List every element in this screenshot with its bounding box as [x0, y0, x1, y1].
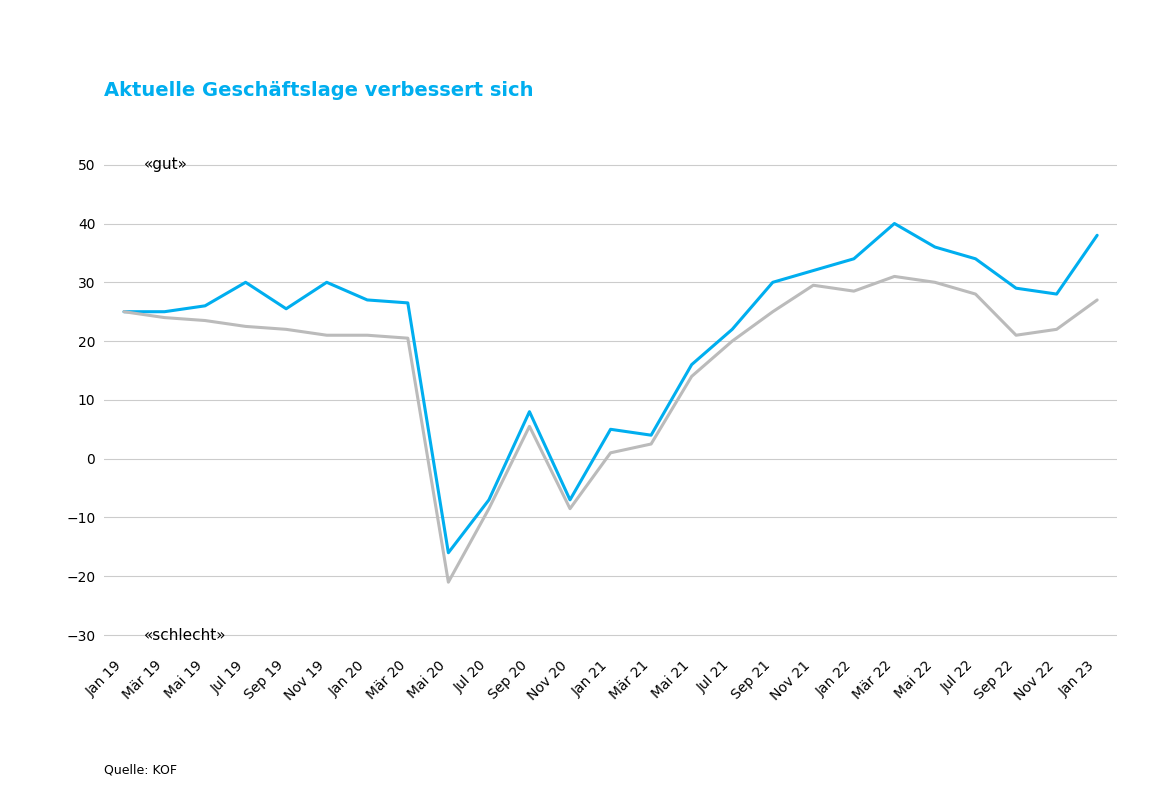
Schweiz: [1049, 325, 1063, 334]
Kanton Zürich: [238, 278, 252, 287]
Line: Schweiz: Schweiz: [124, 276, 1097, 582]
Kanton Zürich: [766, 278, 780, 287]
Schweiz: [766, 307, 780, 317]
Kanton Zürich: [1049, 289, 1063, 298]
Schweiz: [523, 422, 537, 431]
Schweiz: [726, 337, 740, 346]
Schweiz: [969, 289, 983, 298]
Line: Kanton Zürich: Kanton Zürich: [124, 224, 1097, 552]
Schweiz: [238, 322, 252, 331]
Kanton Zürich: [563, 495, 577, 505]
Text: Quelle: KOF: Quelle: KOF: [104, 763, 176, 776]
Schweiz: [118, 307, 131, 317]
Schweiz: [684, 372, 698, 381]
Schweiz: [806, 280, 820, 290]
Kanton Zürich: [847, 254, 861, 263]
Kanton Zürich: [604, 424, 617, 434]
Kanton Zürich: [726, 325, 740, 334]
Text: Aktuelle Geschäftslage verbessert sich: Aktuelle Geschäftslage verbessert sich: [104, 80, 533, 100]
Schweiz: [847, 287, 861, 296]
Schweiz: [441, 577, 455, 587]
Schweiz: [361, 330, 374, 340]
Schweiz: [604, 448, 617, 458]
Text: «gut»: «gut»: [144, 158, 188, 172]
Schweiz: [279, 325, 293, 334]
Kanton Zürich: [929, 242, 942, 252]
Schweiz: [929, 278, 942, 287]
Kanton Zürich: [118, 307, 131, 317]
Kanton Zürich: [523, 407, 537, 416]
Schweiz: [887, 271, 901, 281]
Schweiz: [320, 330, 334, 340]
Kanton Zürich: [969, 254, 983, 263]
Kanton Zürich: [158, 307, 172, 317]
Kanton Zürich: [320, 278, 334, 287]
Kanton Zürich: [1090, 231, 1104, 240]
Kanton Zürich: [401, 298, 415, 308]
Kanton Zürich: [887, 219, 901, 228]
Schweiz: [482, 504, 495, 513]
Kanton Zürich: [482, 495, 495, 505]
Schweiz: [158, 313, 172, 322]
Kanton Zürich: [644, 431, 658, 440]
Kanton Zürich: [361, 295, 374, 305]
Schweiz: [1009, 330, 1023, 340]
Schweiz: [198, 316, 212, 326]
Kanton Zürich: [198, 301, 212, 310]
Kanton Zürich: [441, 548, 455, 557]
Kanton Zürich: [1009, 283, 1023, 293]
Kanton Zürich: [806, 266, 820, 275]
Schweiz: [644, 439, 658, 449]
Schweiz: [1090, 295, 1104, 305]
Kanton Zürich: [279, 304, 293, 314]
Schweiz: [401, 334, 415, 343]
Schweiz: [563, 504, 577, 513]
Text: «schlecht»: «schlecht»: [144, 627, 227, 642]
Kanton Zürich: [684, 360, 698, 369]
